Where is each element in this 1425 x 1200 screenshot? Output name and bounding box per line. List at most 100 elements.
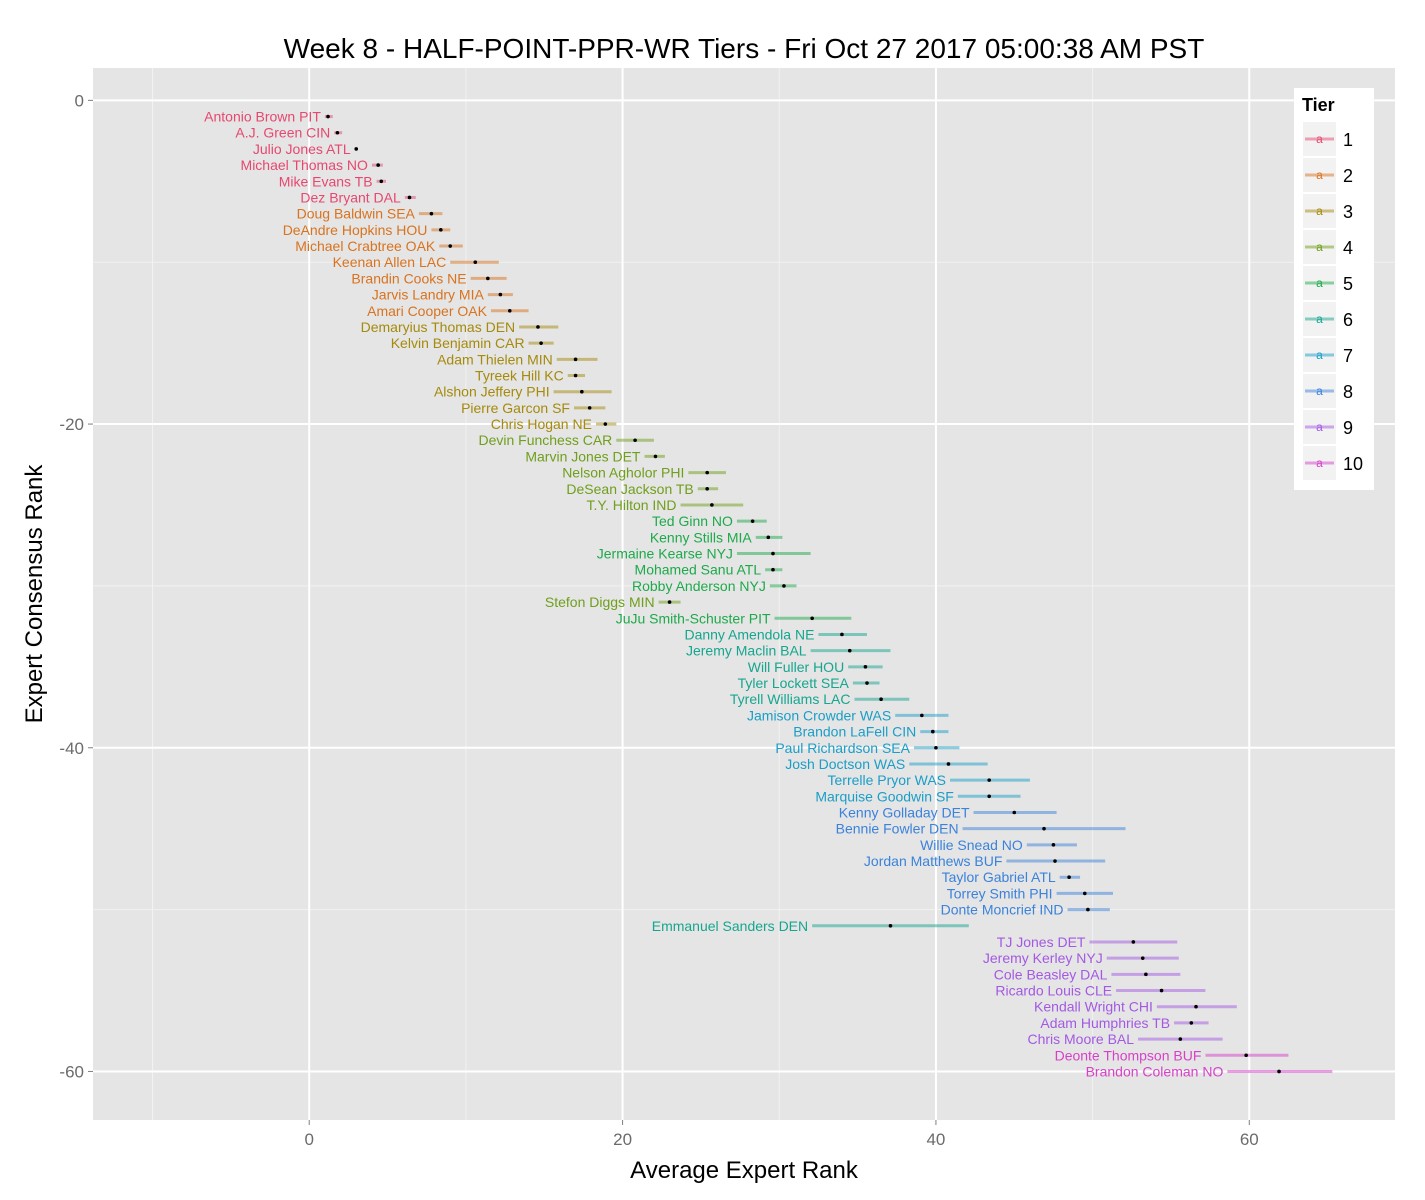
player-label: Terrelle Pryor WAS: [828, 772, 947, 788]
player-label: T.Y. Hilton IND: [587, 497, 677, 513]
player-label: Marquise Goodwin SF: [815, 788, 954, 804]
legend-key-glyph: a: [1316, 348, 1323, 362]
points: [326, 114, 1281, 1074]
x-axis-title: Average Expert Rank: [630, 1157, 859, 1184]
data-point: [934, 745, 938, 750]
legend-key-glyph: a: [1316, 420, 1323, 434]
player-label: Kenny Golladay DET: [839, 804, 970, 820]
axes: 0 20 40 60 0 -20 -40 -60: [59, 91, 1258, 1149]
player-label: Jamison Crowder WAS: [747, 707, 891, 723]
player-label: A.J. Green CIN: [235, 125, 330, 141]
player-label: Devin Funchess CAR: [478, 432, 612, 448]
player-label: Tyrell Williams LAC: [730, 691, 851, 707]
data-point: [920, 713, 924, 718]
player-label: Kenny Stills MIA: [650, 529, 753, 545]
legend-key-glyph: a: [1316, 312, 1323, 326]
legend-key-glyph: a: [1316, 276, 1323, 290]
legend-label: 5: [1343, 274, 1353, 294]
data-point: [771, 551, 775, 556]
player-label: Paul Richardson SEA: [775, 740, 910, 756]
legend-key-glyph: a: [1316, 132, 1323, 146]
data-point: [771, 567, 775, 572]
legend: Tier a 1 a 2 a 3 a 4 a 5 a 6 a 7 a 8 a 9 a 10: [1294, 88, 1374, 490]
player-label: Robby Anderson NYJ: [632, 578, 766, 594]
data-point: [407, 195, 412, 200]
data-point: [1189, 1021, 1194, 1025]
data-point: [1159, 988, 1164, 993]
data-point: [1144, 972, 1148, 977]
data-point: [888, 923, 893, 928]
data-point: [379, 179, 384, 184]
data-point: [573, 357, 578, 362]
legend-label: 2: [1343, 166, 1353, 186]
data-point: [946, 762, 951, 766]
player-label: Nelson Agholor PHI: [562, 465, 684, 481]
x-tick-label: 60: [1240, 1130, 1259, 1149]
data-point: [354, 147, 359, 151]
x-tick-label: 40: [926, 1130, 945, 1149]
legend-label: 8: [1343, 382, 1353, 402]
player-label: Kelvin Benjamin CAR: [391, 335, 525, 351]
legend-key-glyph: a: [1316, 204, 1323, 218]
player-label: Mike Evans TB: [279, 173, 373, 189]
player-label: Brandon LaFell CIN: [793, 724, 916, 740]
data-point: [1277, 1069, 1281, 1074]
player-label: Josh Doctson WAS: [785, 756, 905, 772]
player-label: Michael Crabtree OAK: [295, 238, 436, 254]
player-label: Jarvis Landry MIA: [372, 287, 485, 303]
player-label: Stefon Diggs MIN: [545, 594, 655, 610]
player-label: Julio Jones ATL: [253, 141, 351, 157]
data-point: [1012, 810, 1017, 815]
data-point: [1131, 940, 1136, 944]
legend-label: 6: [1343, 310, 1353, 330]
player-label: Chris Hogan NE: [491, 416, 592, 432]
data-point: [840, 632, 844, 637]
player-label: Danny Amendola NE: [684, 626, 814, 642]
data-point: [750, 519, 755, 523]
data-point: [603, 422, 608, 426]
data-point: [710, 503, 714, 507]
data-point: [705, 470, 709, 475]
player-label: Torrey Smith PHI: [947, 885, 1053, 901]
data-point: [587, 406, 592, 410]
player-label: Dez Bryant DAL: [300, 189, 401, 205]
data-point: [1194, 1004, 1198, 1009]
data-point: [1082, 891, 1087, 896]
player-label: Taylor Gabriel ATL: [942, 869, 1056, 885]
player-label: DeSean Jackson TB: [566, 481, 693, 497]
player-label: Brandin Cooks NE: [351, 270, 466, 286]
player-label: Jeremy Maclin BAL: [686, 643, 807, 659]
data-point: [448, 244, 453, 248]
y-tick-label: -20: [59, 415, 84, 434]
player-label: Demaryius Thomas DEN: [361, 319, 516, 335]
data-point: [335, 130, 340, 135]
player-label: Bennie Fowler DEN: [836, 821, 959, 837]
player-label: TJ Jones DET: [997, 934, 1086, 950]
data-point: [1042, 826, 1046, 831]
data-point: [863, 665, 868, 669]
x-tick-label: 0: [304, 1130, 313, 1149]
data-point: [865, 681, 869, 685]
data-point: [633, 438, 637, 443]
player-label: Jordan Matthews BUF: [864, 853, 1003, 869]
player-label: Adam Humphries TB: [1040, 1015, 1170, 1031]
data-point: [326, 114, 330, 119]
legend-label: 9: [1343, 418, 1353, 438]
data-point: [1067, 875, 1071, 880]
data-point: [1086, 907, 1090, 912]
data-point: [705, 487, 709, 491]
data-point: [1178, 1037, 1183, 1041]
legend-label: 3: [1343, 202, 1353, 222]
player-label: Tyreek Hill KC: [475, 368, 564, 384]
data-point: [879, 697, 883, 701]
player-label: Ted Ginn NO: [652, 513, 733, 529]
data-point: [507, 308, 512, 313]
legend-label: 1: [1343, 130, 1353, 150]
legend-key-glyph: a: [1316, 456, 1323, 470]
player-label: Chris Moore BAL: [1027, 1031, 1134, 1047]
data-point: [439, 228, 443, 232]
player-label: Will Fuller HOU: [748, 659, 844, 675]
data-point: [473, 260, 478, 265]
